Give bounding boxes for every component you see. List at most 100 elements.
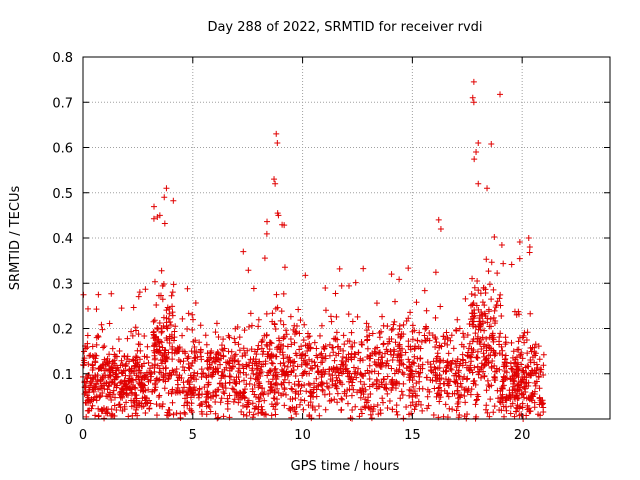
data-point <box>418 338 425 345</box>
data-point <box>189 359 196 366</box>
data-point <box>304 348 311 355</box>
data-point <box>433 339 440 346</box>
data-point <box>493 368 500 375</box>
data-point <box>318 350 325 357</box>
data-point <box>349 318 356 325</box>
data-point <box>384 373 391 380</box>
data-point <box>388 387 395 394</box>
data-point <box>315 403 322 410</box>
data-point <box>469 313 476 320</box>
data-point <box>164 325 171 332</box>
data-point <box>395 331 402 338</box>
data-point <box>333 329 340 336</box>
data-point <box>163 307 170 314</box>
data-point <box>223 364 230 371</box>
data-point <box>134 359 141 366</box>
data-point <box>316 412 323 419</box>
data-point <box>473 302 480 309</box>
data-point <box>500 382 507 389</box>
data-point <box>380 340 387 347</box>
data-point <box>153 377 160 384</box>
data-point <box>297 387 304 394</box>
data-point <box>187 388 194 395</box>
data-point <box>174 384 181 391</box>
data-point <box>209 373 216 380</box>
data-point <box>365 404 372 411</box>
data-point <box>348 343 355 350</box>
data-point <box>126 358 133 365</box>
data-point <box>417 345 424 352</box>
data-point <box>415 398 422 405</box>
data-point <box>338 395 345 402</box>
data-point <box>500 403 507 410</box>
data-point <box>367 352 374 359</box>
data-point <box>487 323 494 330</box>
data-point <box>484 377 491 384</box>
data-point <box>141 353 148 360</box>
data-point <box>313 375 320 382</box>
data-point <box>503 369 510 376</box>
data-point <box>358 338 365 345</box>
data-point <box>399 391 406 398</box>
data-point <box>468 345 475 352</box>
data-point <box>106 320 113 327</box>
data-point <box>80 362 87 369</box>
data-point <box>512 373 519 380</box>
data-point <box>483 335 490 342</box>
data-point <box>219 383 226 390</box>
data-point <box>455 372 462 379</box>
data-point <box>161 220 168 227</box>
data-point <box>199 410 206 417</box>
data-point <box>155 336 162 343</box>
data-point <box>349 407 356 414</box>
x-tick-label: 5 <box>189 428 197 443</box>
data-point <box>192 354 199 361</box>
data-point <box>292 388 299 395</box>
chart-title: Day 288 of 2022, SRMTID for receiver rvd… <box>207 20 482 35</box>
data-point <box>533 370 539 377</box>
data-point <box>280 351 287 358</box>
data-point <box>231 352 238 359</box>
data-point <box>255 384 262 391</box>
data-point <box>118 391 125 398</box>
data-point <box>369 330 376 337</box>
data-point <box>236 334 243 341</box>
data-point <box>483 256 490 263</box>
data-point <box>281 384 288 391</box>
data-point <box>101 356 108 363</box>
data-point <box>130 397 137 404</box>
data-point <box>537 366 544 373</box>
data-point <box>474 363 481 370</box>
data-point <box>414 392 421 399</box>
data-point <box>400 321 407 328</box>
data-point <box>119 370 126 377</box>
data-point <box>330 344 337 351</box>
data-point <box>153 340 160 347</box>
data-point <box>445 362 452 369</box>
data-point <box>473 354 480 361</box>
data-point <box>85 305 92 312</box>
data-point <box>528 348 535 355</box>
data-point <box>527 356 534 363</box>
data-point <box>463 415 470 422</box>
data-point <box>191 349 198 356</box>
data-point <box>177 358 184 365</box>
data-point <box>190 374 197 381</box>
x-axis-ticks: 0 5 10 15 20 <box>79 57 530 443</box>
data-point <box>519 400 526 407</box>
data-point <box>241 350 248 357</box>
data-point <box>535 373 542 380</box>
data-point <box>463 364 470 371</box>
data-point <box>143 399 150 406</box>
data-point <box>201 384 208 391</box>
data-point <box>378 379 385 386</box>
data-point <box>423 374 430 381</box>
data-point <box>322 284 329 291</box>
data-point <box>111 357 118 364</box>
data-point <box>483 402 490 409</box>
data-point <box>212 388 219 395</box>
data-point <box>531 399 538 406</box>
data-point <box>86 386 93 393</box>
data-point <box>497 388 504 395</box>
